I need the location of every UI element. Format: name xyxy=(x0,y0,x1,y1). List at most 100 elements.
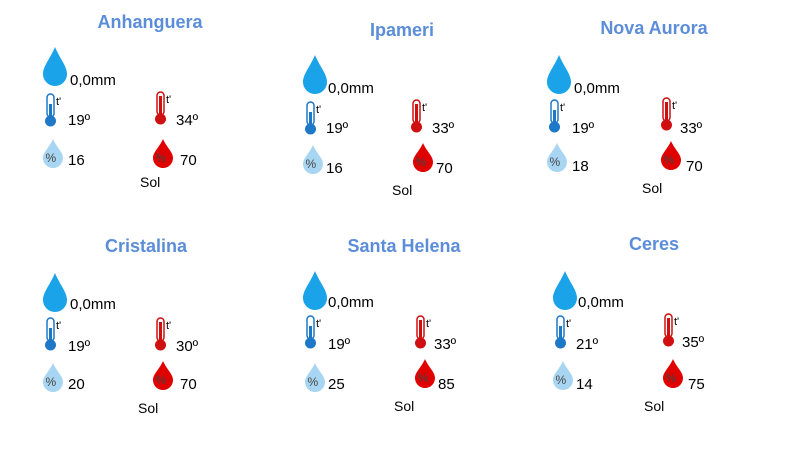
rain-drop-icon xyxy=(552,270,578,310)
rain-value: 0,0mm xyxy=(70,296,116,313)
city-card-anhanguera: Anhanguera 0,0mm t' 19º t' 34º % 16 % 70… xyxy=(43,12,310,227)
city-card-ipameri: Ipameri 0,0mm t' 19º t' 33º % 16 % 70 So… xyxy=(302,20,562,235)
rain-drop-icon xyxy=(546,54,572,94)
rain-value: 0,0mm xyxy=(328,80,374,97)
svg-text:t': t' xyxy=(560,102,565,114)
humidity-max-value: 70 xyxy=(180,376,197,393)
temp-max-value: 33º xyxy=(432,120,455,137)
temp-max-value: 34º xyxy=(176,112,199,129)
humidity-low-icon: % xyxy=(302,144,324,174)
svg-text:%: % xyxy=(156,373,167,387)
city-name: Cristalina xyxy=(104,236,188,256)
thermometer-cold-icon: t' xyxy=(548,98,570,134)
rain-drop-icon xyxy=(302,54,328,94)
humidity-min-value: 25 xyxy=(328,376,345,393)
svg-text:t': t' xyxy=(166,94,171,106)
svg-text:t': t' xyxy=(422,102,427,114)
city-name: Nova Aurora xyxy=(600,18,708,38)
rain-value: 0,0mm xyxy=(578,294,624,311)
svg-text:t': t' xyxy=(672,100,677,112)
humidity-min-value: 16 xyxy=(68,152,85,169)
svg-text:%: % xyxy=(550,155,561,169)
rain-value: 0,0mm xyxy=(328,294,374,311)
rain-drop-icon xyxy=(42,46,68,86)
svg-text:t': t' xyxy=(674,316,679,328)
temp-max-value: 35º xyxy=(682,334,705,351)
thermometer-hot-icon: t' xyxy=(660,96,682,132)
condition-label: Sol xyxy=(138,400,159,416)
rain-drop-icon xyxy=(302,270,328,310)
humidity-min-value: 16 xyxy=(326,160,343,177)
humidity-high-icon: % xyxy=(152,360,174,390)
rain-value: 0,0mm xyxy=(70,72,116,89)
humidity-low-icon: % xyxy=(546,142,568,172)
city-card-ceres: Ceres 0,0mm t' 21º t' 35º % 14 % 75 Sol xyxy=(552,234,786,449)
svg-text:t': t' xyxy=(56,96,61,108)
temp-min-value: 21º xyxy=(576,336,599,353)
humidity-high-icon: % xyxy=(660,140,682,170)
temp-max-value: 33º xyxy=(680,120,703,137)
humidity-max-value: 70 xyxy=(180,152,197,169)
humidity-max-value: 75 xyxy=(688,376,705,393)
humidity-max-value: 85 xyxy=(438,376,455,393)
condition-label: Sol xyxy=(644,398,665,414)
thermometer-cold-icon: t' xyxy=(304,314,326,350)
svg-text:%: % xyxy=(556,373,567,387)
humidity-min-value: 20 xyxy=(68,376,85,393)
humidity-low-icon: % xyxy=(552,360,574,390)
humidity-high-icon: % xyxy=(662,358,684,388)
city-name: Ceres xyxy=(628,234,680,254)
rain-drop-icon xyxy=(42,272,68,312)
thermometer-hot-icon: t' xyxy=(154,316,176,352)
svg-text:t': t' xyxy=(316,318,321,330)
condition-label: Sol xyxy=(392,182,413,198)
temp-min-value: 19º xyxy=(68,112,91,129)
svg-text:%: % xyxy=(664,153,675,167)
svg-text:t': t' xyxy=(56,320,61,332)
humidity-max-value: 70 xyxy=(436,160,453,177)
svg-text:%: % xyxy=(46,375,57,389)
svg-text:%: % xyxy=(418,371,429,385)
humidity-high-icon: % xyxy=(414,358,436,388)
temp-max-value: 33º xyxy=(434,336,457,353)
city-name: Santa Helena xyxy=(347,236,461,256)
city-name: Anhanguera xyxy=(97,12,203,32)
thermometer-hot-icon: t' xyxy=(662,312,684,348)
temp-min-value: 19º xyxy=(328,336,351,353)
humidity-low-icon: % xyxy=(42,138,64,168)
humidity-high-icon: % xyxy=(412,142,434,172)
city-card-santa-helena: Santa Helena 0,0mm t' 19º t' 33º % 25 % … xyxy=(302,236,564,451)
city-card-nova-aurora: Nova Aurora 0,0mm t' 19º t' 33º % 18 % 7… xyxy=(547,18,786,233)
condition-label: Sol xyxy=(642,180,663,196)
humidity-min-value: 18 xyxy=(572,158,589,175)
temp-min-value: 19º xyxy=(572,120,595,137)
temp-min-value: 19º xyxy=(326,120,349,137)
svg-text:%: % xyxy=(306,157,317,171)
rain-value: 0,0mm xyxy=(574,80,620,97)
thermometer-cold-icon: t' xyxy=(44,316,66,352)
humidity-high-icon: % xyxy=(152,138,174,168)
humidity-low-icon: % xyxy=(42,362,64,392)
svg-text:%: % xyxy=(46,151,57,165)
thermometer-cold-icon: t' xyxy=(554,314,576,350)
svg-text:t': t' xyxy=(426,318,431,330)
thermometer-hot-icon: t' xyxy=(414,314,436,350)
svg-text:t': t' xyxy=(566,318,571,330)
svg-text:t': t' xyxy=(316,104,321,116)
svg-text:t': t' xyxy=(166,320,171,332)
humidity-max-value: 70 xyxy=(686,158,703,175)
condition-label: Sol xyxy=(394,398,415,414)
svg-text:%: % xyxy=(416,155,427,169)
temp-min-value: 19º xyxy=(68,338,91,355)
condition-label: Sol xyxy=(140,174,161,190)
humidity-min-value: 14 xyxy=(576,376,593,393)
svg-text:%: % xyxy=(666,371,677,385)
svg-text:%: % xyxy=(156,151,167,165)
temp-max-value: 30º xyxy=(176,338,199,355)
city-name: Ipameri xyxy=(369,20,435,40)
thermometer-cold-icon: t' xyxy=(304,100,326,136)
city-card-cristalina: Cristalina 0,0mm t' 19º t' 30º % 20 % 70… xyxy=(43,236,310,451)
humidity-low-icon: % xyxy=(304,362,326,392)
svg-text:%: % xyxy=(308,375,319,389)
thermometer-hot-icon: t' xyxy=(410,98,432,134)
